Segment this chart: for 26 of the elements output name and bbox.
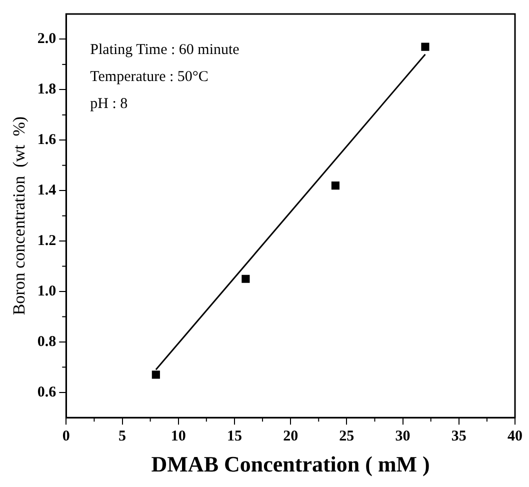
x-tick-label: 30	[395, 428, 410, 444]
point	[331, 181, 340, 190]
x-tick-label: 20	[283, 428, 298, 444]
x-tick-label: 40	[508, 428, 522, 444]
x-axis-title: DMAB Concentration ( mM )	[151, 451, 430, 476]
point	[242, 274, 250, 283]
y-tick-label: 1.6	[37, 132, 57, 148]
x-tick-label: 10	[170, 428, 186, 444]
y-axis-title: Boron concentration (wt %)	[10, 116, 29, 316]
point	[152, 370, 160, 379]
x-tick-label: 35	[451, 428, 466, 444]
y-tick-label: 1.0	[37, 283, 56, 300]
x-tick-label: 5	[118, 428, 126, 444]
y-tick-label: 1.8	[37, 82, 56, 98]
annotation: Plating Time : 60 minute	[90, 42, 240, 58]
y-tick-label: 2.0	[37, 31, 56, 48]
y-tick-label: 0.6	[37, 384, 57, 400]
y-tick-label: 0.8	[37, 334, 56, 350]
x-tick-label: 25	[339, 428, 354, 444]
x-tick-label: 0	[62, 428, 70, 444]
point	[421, 42, 430, 51]
x-tick-label: 15	[226, 428, 242, 444]
y-tick-label: 1.2	[37, 232, 56, 249]
annotation: Temperature : 50°C	[90, 68, 208, 85]
annotation: pH : 8	[90, 96, 128, 112]
y-tick-label: 1.4	[37, 182, 57, 198]
